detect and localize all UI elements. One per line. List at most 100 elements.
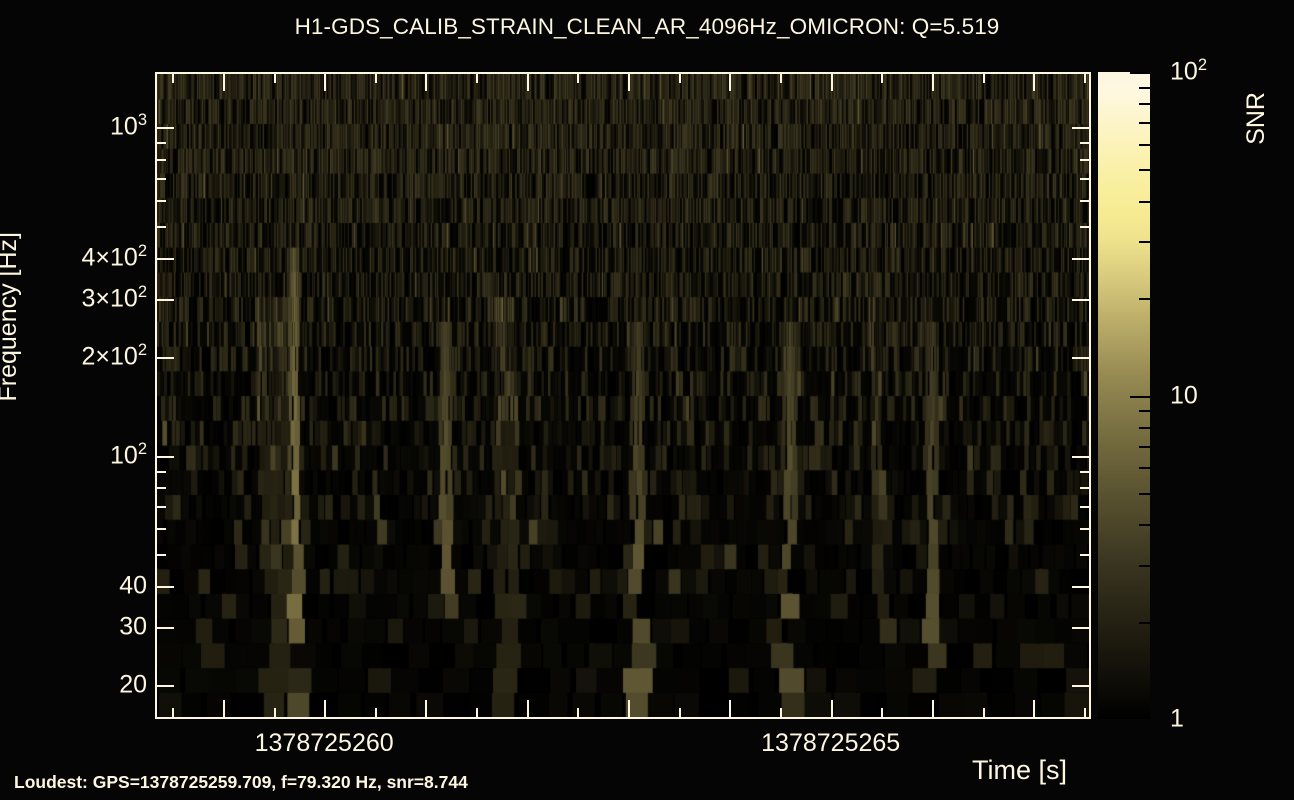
colorbar-tick	[1139, 410, 1150, 413]
snr-colorbar[interactable]	[1098, 72, 1150, 719]
axis-tick	[982, 74, 985, 83]
axis-tick	[931, 74, 934, 91]
axis-tick	[1083, 708, 1086, 717]
axis-tick	[678, 74, 681, 83]
axis-tick	[1080, 225, 1089, 228]
y-axis-tick-label: 2×102	[81, 340, 148, 371]
axis-tick	[1072, 685, 1089, 688]
spectrogram-plot-area[interactable]	[155, 72, 1091, 719]
colorbar-tick-label: 10	[1170, 381, 1198, 409]
axis-tick	[780, 708, 783, 717]
axis-tick	[1072, 455, 1089, 458]
axis-tick	[1080, 470, 1089, 473]
axis-tick	[222, 74, 225, 91]
axis-tick	[157, 142, 166, 145]
y-axis-tick-label: 4×102	[81, 241, 148, 272]
colorbar-tick	[1139, 467, 1150, 470]
axis-tick	[1072, 627, 1089, 630]
axis-tick	[157, 257, 174, 260]
axis-tick	[476, 708, 479, 717]
axis-tick	[324, 74, 327, 91]
axis-tick	[157, 685, 174, 688]
axis-tick	[157, 455, 174, 458]
axis-tick	[1080, 177, 1089, 180]
colorbar-tick	[1130, 395, 1150, 398]
axis-tick	[780, 74, 783, 83]
axis-tick	[1083, 74, 1086, 83]
axis-tick	[526, 74, 529, 91]
y-axis-title: Frequency [Hz]	[0, 232, 22, 402]
colorbar-tick	[1139, 169, 1150, 172]
colorbar-tick	[1139, 445, 1150, 448]
axis-tick	[830, 700, 833, 717]
axis-tick	[982, 708, 985, 717]
colorbar-tick	[1139, 564, 1150, 567]
axis-tick	[1080, 487, 1089, 490]
axis-tick	[1080, 158, 1089, 161]
axis-tick	[172, 708, 175, 717]
axis-tick	[374, 708, 377, 717]
axis-tick	[1080, 142, 1089, 145]
axis-tick	[157, 470, 166, 473]
axis-tick	[1072, 356, 1089, 359]
axis-tick	[1072, 586, 1089, 589]
colorbar-tick-label: 102	[1170, 56, 1207, 86]
colorbar-tick	[1139, 241, 1150, 244]
axis-tick	[729, 700, 732, 717]
axis-tick	[1080, 199, 1089, 202]
axis-tick	[425, 700, 428, 717]
y-axis-tick-label: 20	[119, 670, 147, 699]
axis-tick	[1080, 554, 1089, 557]
axis-tick	[881, 708, 884, 717]
spectrogram-heatmap[interactable]	[157, 74, 1089, 717]
axis-tick	[1033, 74, 1036, 91]
axis-tick	[374, 74, 377, 83]
axis-tick	[157, 127, 174, 129]
axis-tick	[324, 700, 327, 717]
axis-tick	[157, 356, 174, 359]
y-axis-tick-label: 103	[110, 111, 147, 141]
x-axis-tick-label: 1378725265	[761, 729, 901, 757]
axis-tick	[628, 74, 631, 91]
colorbar-tick	[1139, 492, 1150, 495]
axis-tick	[1080, 528, 1089, 531]
loudest-event-caption: Loudest: GPS=1378725259.709, f=79.320 Hz…	[14, 772, 468, 792]
axis-tick	[157, 554, 166, 557]
axis-tick	[1080, 506, 1089, 509]
axis-tick	[931, 700, 934, 717]
axis-tick	[157, 177, 166, 180]
colorbar-tick	[1139, 143, 1150, 146]
axis-tick	[526, 700, 529, 717]
axis-tick	[1033, 700, 1036, 717]
colorbar-tick	[1130, 717, 1150, 719]
axis-tick	[881, 74, 884, 83]
axis-tick	[729, 74, 732, 91]
axis-tick	[157, 158, 166, 161]
axis-tick	[273, 74, 276, 83]
axis-tick	[577, 708, 580, 717]
y-axis-tick-label: 40	[119, 571, 147, 600]
colorbar-tick	[1139, 103, 1150, 106]
colorbar-tick	[1139, 621, 1150, 624]
axis-tick	[577, 74, 580, 83]
x-axis-tick-label: 1378725260	[254, 729, 394, 757]
colorbar-tick	[1139, 426, 1150, 429]
axis-tick	[157, 298, 174, 301]
y-axis-tick-label: 102	[110, 439, 147, 470]
axis-tick	[157, 586, 174, 589]
axis-tick	[1072, 127, 1089, 129]
axis-tick	[1072, 257, 1089, 260]
axis-tick	[157, 199, 166, 202]
x-axis-title: Time [s]	[972, 755, 1068, 785]
colorbar-tick-label: 1	[1170, 704, 1184, 733]
axis-tick	[830, 74, 833, 91]
colorbar-tick	[1139, 524, 1150, 527]
axis-tick	[1072, 298, 1089, 301]
y-axis-tick-label: 3×102	[81, 282, 148, 313]
axis-tick	[157, 528, 166, 531]
axis-tick	[678, 708, 681, 717]
colorbar-tick	[1139, 122, 1150, 125]
colorbar-tick	[1139, 200, 1150, 203]
axis-tick	[425, 74, 428, 91]
axis-tick	[157, 225, 166, 228]
